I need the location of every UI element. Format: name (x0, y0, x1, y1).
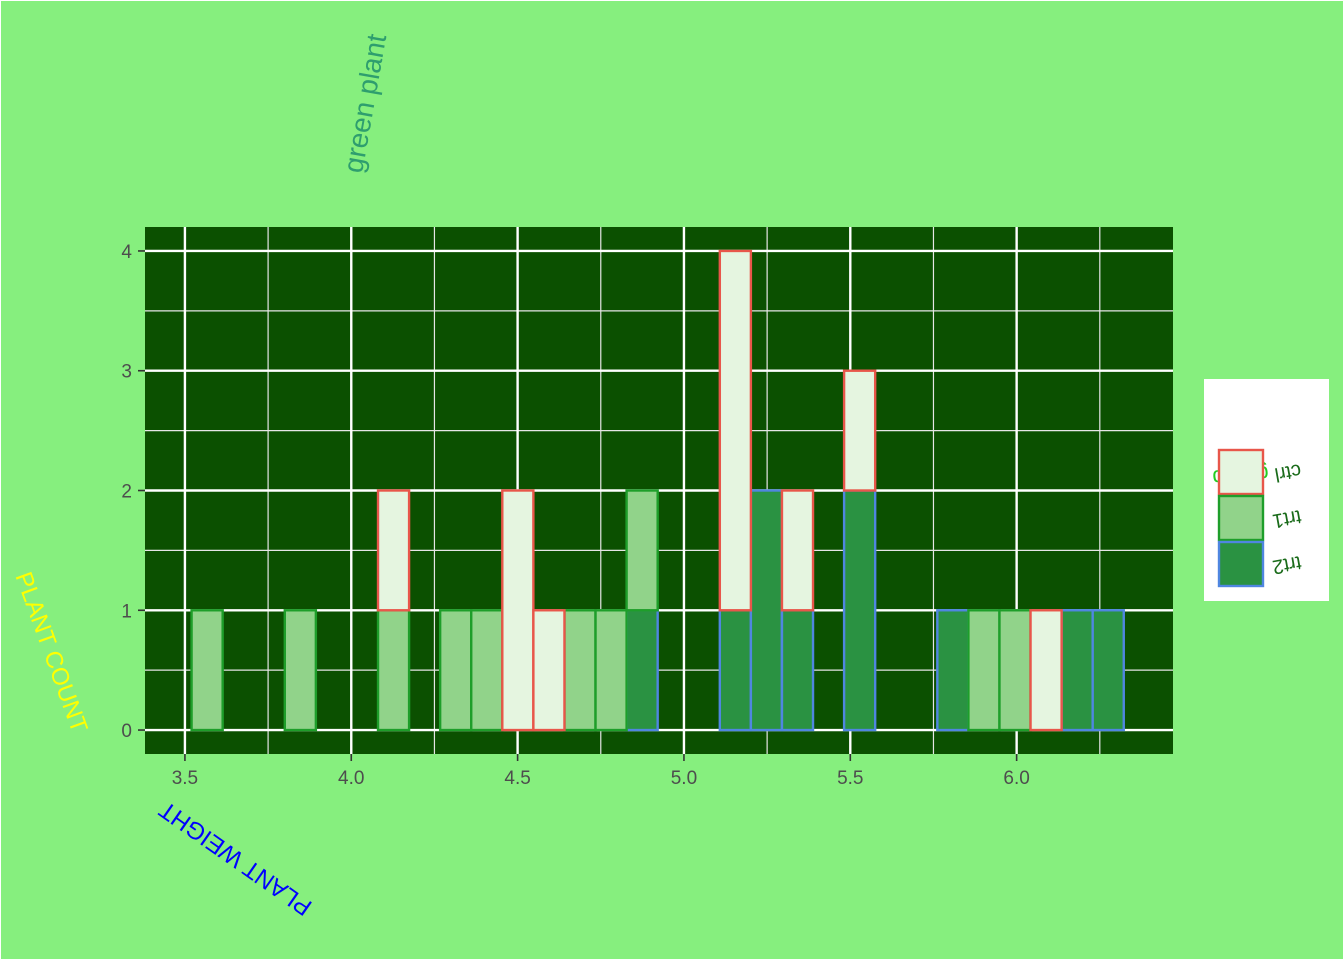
bar-trt2 (625, 609, 659, 732)
bars (190, 249, 1125, 732)
x-tick-label: 3.5 (172, 768, 198, 789)
bar-ctrl (376, 489, 411, 612)
x-tick-label: 4.0 (338, 768, 364, 789)
bar-ctrl (842, 369, 877, 492)
y-tick-label: 1 (121, 601, 132, 622)
bar-trt1 (438, 609, 473, 732)
bar-trt2 (1060, 609, 1094, 732)
legend-keys: ctrl trt1 trt2 (1217, 448, 1303, 588)
bar-ctrl (532, 609, 566, 732)
bar-trt2 (780, 609, 815, 732)
legend-key-ctrl (1217, 448, 1265, 496)
bar-trt1 (470, 609, 504, 732)
bar-ctrl (718, 249, 753, 612)
y-tick-label: 0 (121, 721, 132, 742)
bar-trt2 (936, 609, 970, 732)
bar-trt2 (749, 489, 784, 732)
legend-key-trt1 (1217, 494, 1265, 542)
legend-label-trt2: trt2 (1271, 551, 1303, 578)
x-tick-label: 5.0 (671, 768, 697, 789)
y-tick-label: 2 (121, 482, 132, 503)
bar-ctrl (1029, 609, 1063, 732)
bar-trt1 (283, 609, 318, 732)
x-tick-label: 5.5 (837, 768, 863, 789)
bar-trt1 (625, 489, 659, 612)
bar-trt2 (842, 489, 877, 732)
legend-label-trt1: trt1 (1271, 505, 1303, 532)
bar-trt1 (376, 609, 411, 732)
bar-ctrl (780, 489, 815, 612)
y-tick-label: 4 (121, 242, 132, 263)
bar-trt1 (998, 609, 1032, 732)
bar-trt2 (718, 609, 753, 732)
bar-trt1 (967, 609, 1001, 732)
legend-label-ctrl: ctrl (1273, 459, 1303, 485)
bar-trt1 (594, 609, 628, 732)
bar-ctrl (501, 489, 535, 732)
x-tick-label: 6.0 (1003, 768, 1029, 789)
x-tick-label: 4.5 (504, 768, 530, 789)
bar-trt1 (190, 609, 224, 732)
y-tick-label: 3 (121, 362, 132, 383)
bar-trt1 (563, 609, 597, 732)
axis-ticks: 3.5 4.0 4.5 5.0 5.5 6.0 0 1 2 3 4 (121, 242, 1029, 789)
bar-trt2 (1091, 609, 1125, 732)
legend-key-trt2 (1217, 540, 1265, 588)
